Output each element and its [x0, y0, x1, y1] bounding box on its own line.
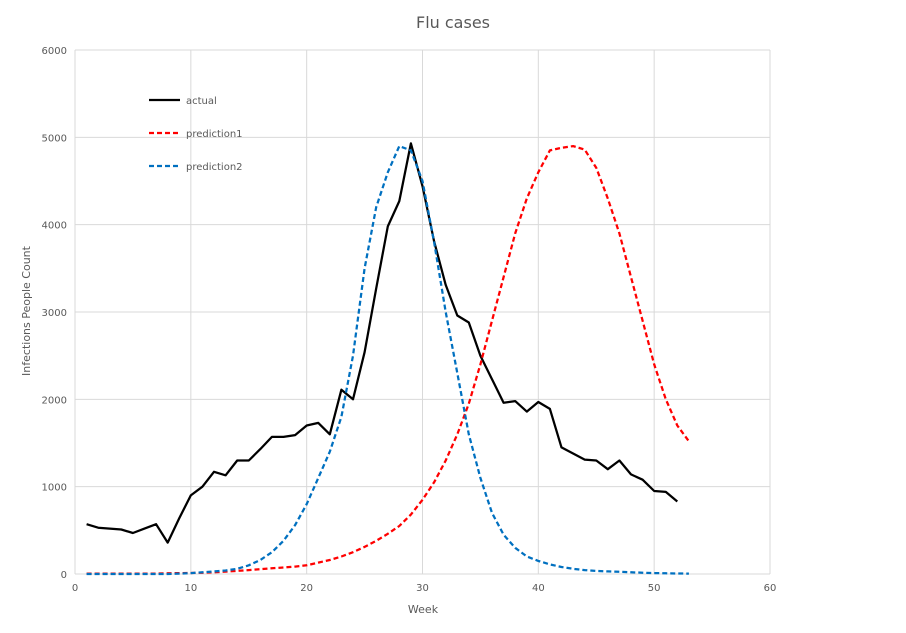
x-tick-label: 40: [532, 583, 545, 594]
chart-title: Flu cases: [416, 13, 490, 32]
x-axis-label: Week: [408, 603, 439, 616]
y-tick-label: 6000: [42, 46, 67, 57]
x-tick-label: 20: [300, 583, 313, 594]
x-tick-label: 50: [648, 583, 661, 594]
y-tick-label: 1000: [42, 483, 67, 494]
x-tick-label: 0: [72, 583, 78, 594]
series-lines: [86, 142, 690, 576]
y-axis-label: Infections People Count: [20, 245, 33, 376]
legend: actual prediction1 prediction2: [149, 96, 243, 173]
y-tick-label: 0: [61, 570, 67, 581]
y-tick-label: 4000: [42, 221, 67, 232]
gridlines: [74, 49, 771, 575]
series-actual-line: [86, 142, 679, 544]
y-tick-label: 5000: [42, 133, 67, 144]
x-tick-label: 60: [764, 583, 777, 594]
y-tick-label: 2000: [42, 395, 67, 406]
legend-label-actual: actual: [186, 96, 217, 107]
x-tick-label: 10: [184, 583, 197, 594]
series-prediction2-line: [86, 144, 689, 576]
y-tick-label: 3000: [42, 308, 67, 319]
x-tick-label: 30: [416, 583, 429, 594]
tick-labels: 0 1000 2000 3000 4000 5000 6000 0 10 20 30 40 50 60: [42, 46, 777, 594]
legend-label-prediction1: prediction1: [186, 129, 243, 140]
legend-label-prediction2: prediction2: [186, 162, 243, 173]
